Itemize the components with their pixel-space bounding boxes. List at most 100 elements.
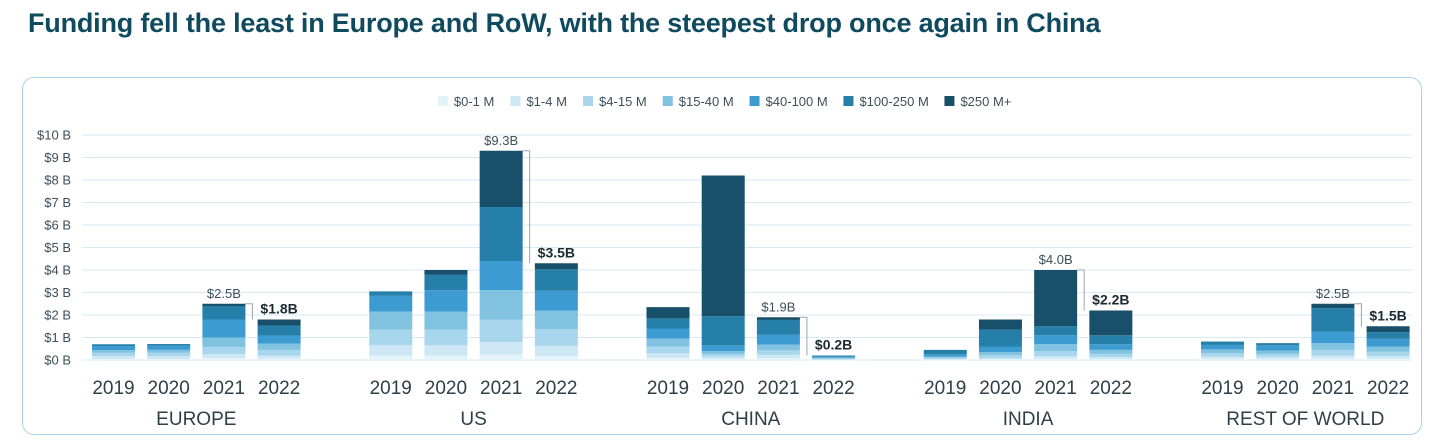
bar-segment: [756, 358, 800, 360]
bar-segment: [369, 291, 413, 296]
legend-swatch: [437, 96, 448, 106]
bar-segment: [1089, 353, 1133, 358]
annotation-2022: $3.5B: [538, 244, 575, 260]
annotation-2021: $2.5B: [1316, 286, 1350, 301]
bar-segment: [646, 338, 690, 347]
bar-segment: [812, 359, 856, 360]
bar-segment: [479, 319, 523, 342]
bar-segment: [534, 263, 578, 270]
year-label: 2019: [647, 378, 689, 399]
bar-segment: [202, 358, 246, 360]
legend-label: $1-4 M: [526, 94, 566, 109]
bar-segment: [701, 316, 745, 346]
legend-swatch: [843, 96, 854, 106]
bar-segment: [257, 325, 301, 336]
bar-segment: [1089, 357, 1133, 360]
y-tick-label: $3 B: [44, 285, 71, 300]
bar-segment: [923, 359, 967, 361]
bar-segment: [147, 344, 191, 346]
annotation-2021: $4.0B: [1039, 252, 1073, 267]
legend-swatch: [944, 96, 955, 106]
y-tick-label: $9 B: [44, 150, 71, 165]
bar-segment: [923, 354, 967, 357]
year-label: 2020: [979, 378, 1021, 399]
year-label: 2021: [480, 378, 522, 399]
bar-segment: [479, 290, 523, 320]
bar-segment: [257, 355, 301, 359]
bar-segment: [92, 352, 135, 357]
y-tick-label: $8 B: [44, 173, 71, 188]
bar-segment: [424, 311, 468, 330]
bar-segment: [1366, 346, 1410, 352]
bar-segment: [369, 345, 413, 356]
year-label: 2021: [757, 378, 799, 399]
bar-segment: [756, 319, 800, 335]
bar-segment: [646, 346, 690, 354]
annotation-2022: $0.2B: [815, 337, 852, 353]
year-label: 2021: [1035, 378, 1077, 399]
bar-segment: [978, 319, 1022, 330]
y-tick-label: $7 B: [44, 195, 71, 210]
bar-segment: [1311, 303, 1355, 309]
bar-segment: [701, 345, 745, 351]
region-label: INDIA: [1003, 409, 1054, 430]
bar-segment: [978, 357, 1022, 360]
bar-segment: [756, 344, 800, 351]
annotation-2021: $2.5B: [207, 286, 241, 301]
year-label: 2021: [203, 378, 245, 399]
bar-segment: [1034, 344, 1078, 351]
bar-segment: [646, 318, 690, 329]
bar-segment: [257, 335, 301, 344]
legend-label: $15-40 M: [679, 94, 734, 109]
bar-segment: [369, 355, 413, 360]
bar-segment: [923, 349, 967, 355]
bar-segment: [646, 353, 690, 358]
bar-segment: [257, 358, 301, 360]
bar-segment: [1089, 344, 1133, 350]
bar-segment: [534, 345, 578, 356]
annotation-connector: [245, 303, 253, 320]
bar-segment: [646, 328, 690, 339]
bar-segment: [1311, 343, 1355, 350]
legend-label: $0-1 M: [454, 94, 494, 109]
bar-segment: [646, 357, 690, 360]
bar-segment: [1089, 335, 1133, 345]
bar-segment: [479, 354, 523, 360]
bar-segment: [1034, 358, 1078, 360]
region-label: EUROPE: [156, 409, 236, 430]
bar-segment: [424, 355, 468, 360]
bar-segment: [1256, 345, 1300, 351]
bar-segment: [534, 355, 578, 360]
annotation-2021: $9.3B: [484, 133, 518, 148]
bar-segment: [202, 303, 246, 306]
bar-segment: [1311, 331, 1355, 344]
bar-segment: [1366, 356, 1410, 359]
y-tick-label: $5 B: [44, 240, 71, 255]
bar-segment: [202, 346, 246, 355]
bar-segment: [1034, 335, 1078, 345]
bar-segment: [1034, 355, 1078, 359]
bar-segment: [1201, 358, 1244, 360]
bar-segment: [147, 345, 191, 350]
region-label: REST OF WORLD: [1226, 409, 1384, 430]
bar-segment: [701, 358, 745, 360]
bar-segment: [923, 357, 967, 359]
bar-segment: [923, 356, 967, 358]
bar-segment: [534, 290, 578, 311]
legend-label: $250 M+: [960, 94, 1011, 109]
bar-segment: [424, 270, 468, 275]
y-tick-label: $10 B: [37, 128, 71, 143]
y-tick-label: $1 B: [44, 330, 71, 345]
bar-segment: [1311, 355, 1355, 359]
annotation-2022: $1.8B: [260, 301, 297, 317]
bar-segment: [756, 350, 800, 355]
bar-segment: [646, 307, 690, 319]
region-label: US: [460, 409, 486, 430]
bar-segment: [257, 349, 301, 356]
bar-segment: [534, 310, 578, 329]
bar-segment: [202, 319, 246, 338]
year-label: 2020: [1257, 378, 1299, 399]
bar-segment: [424, 329, 468, 346]
bar-segment: [1201, 349, 1244, 354]
